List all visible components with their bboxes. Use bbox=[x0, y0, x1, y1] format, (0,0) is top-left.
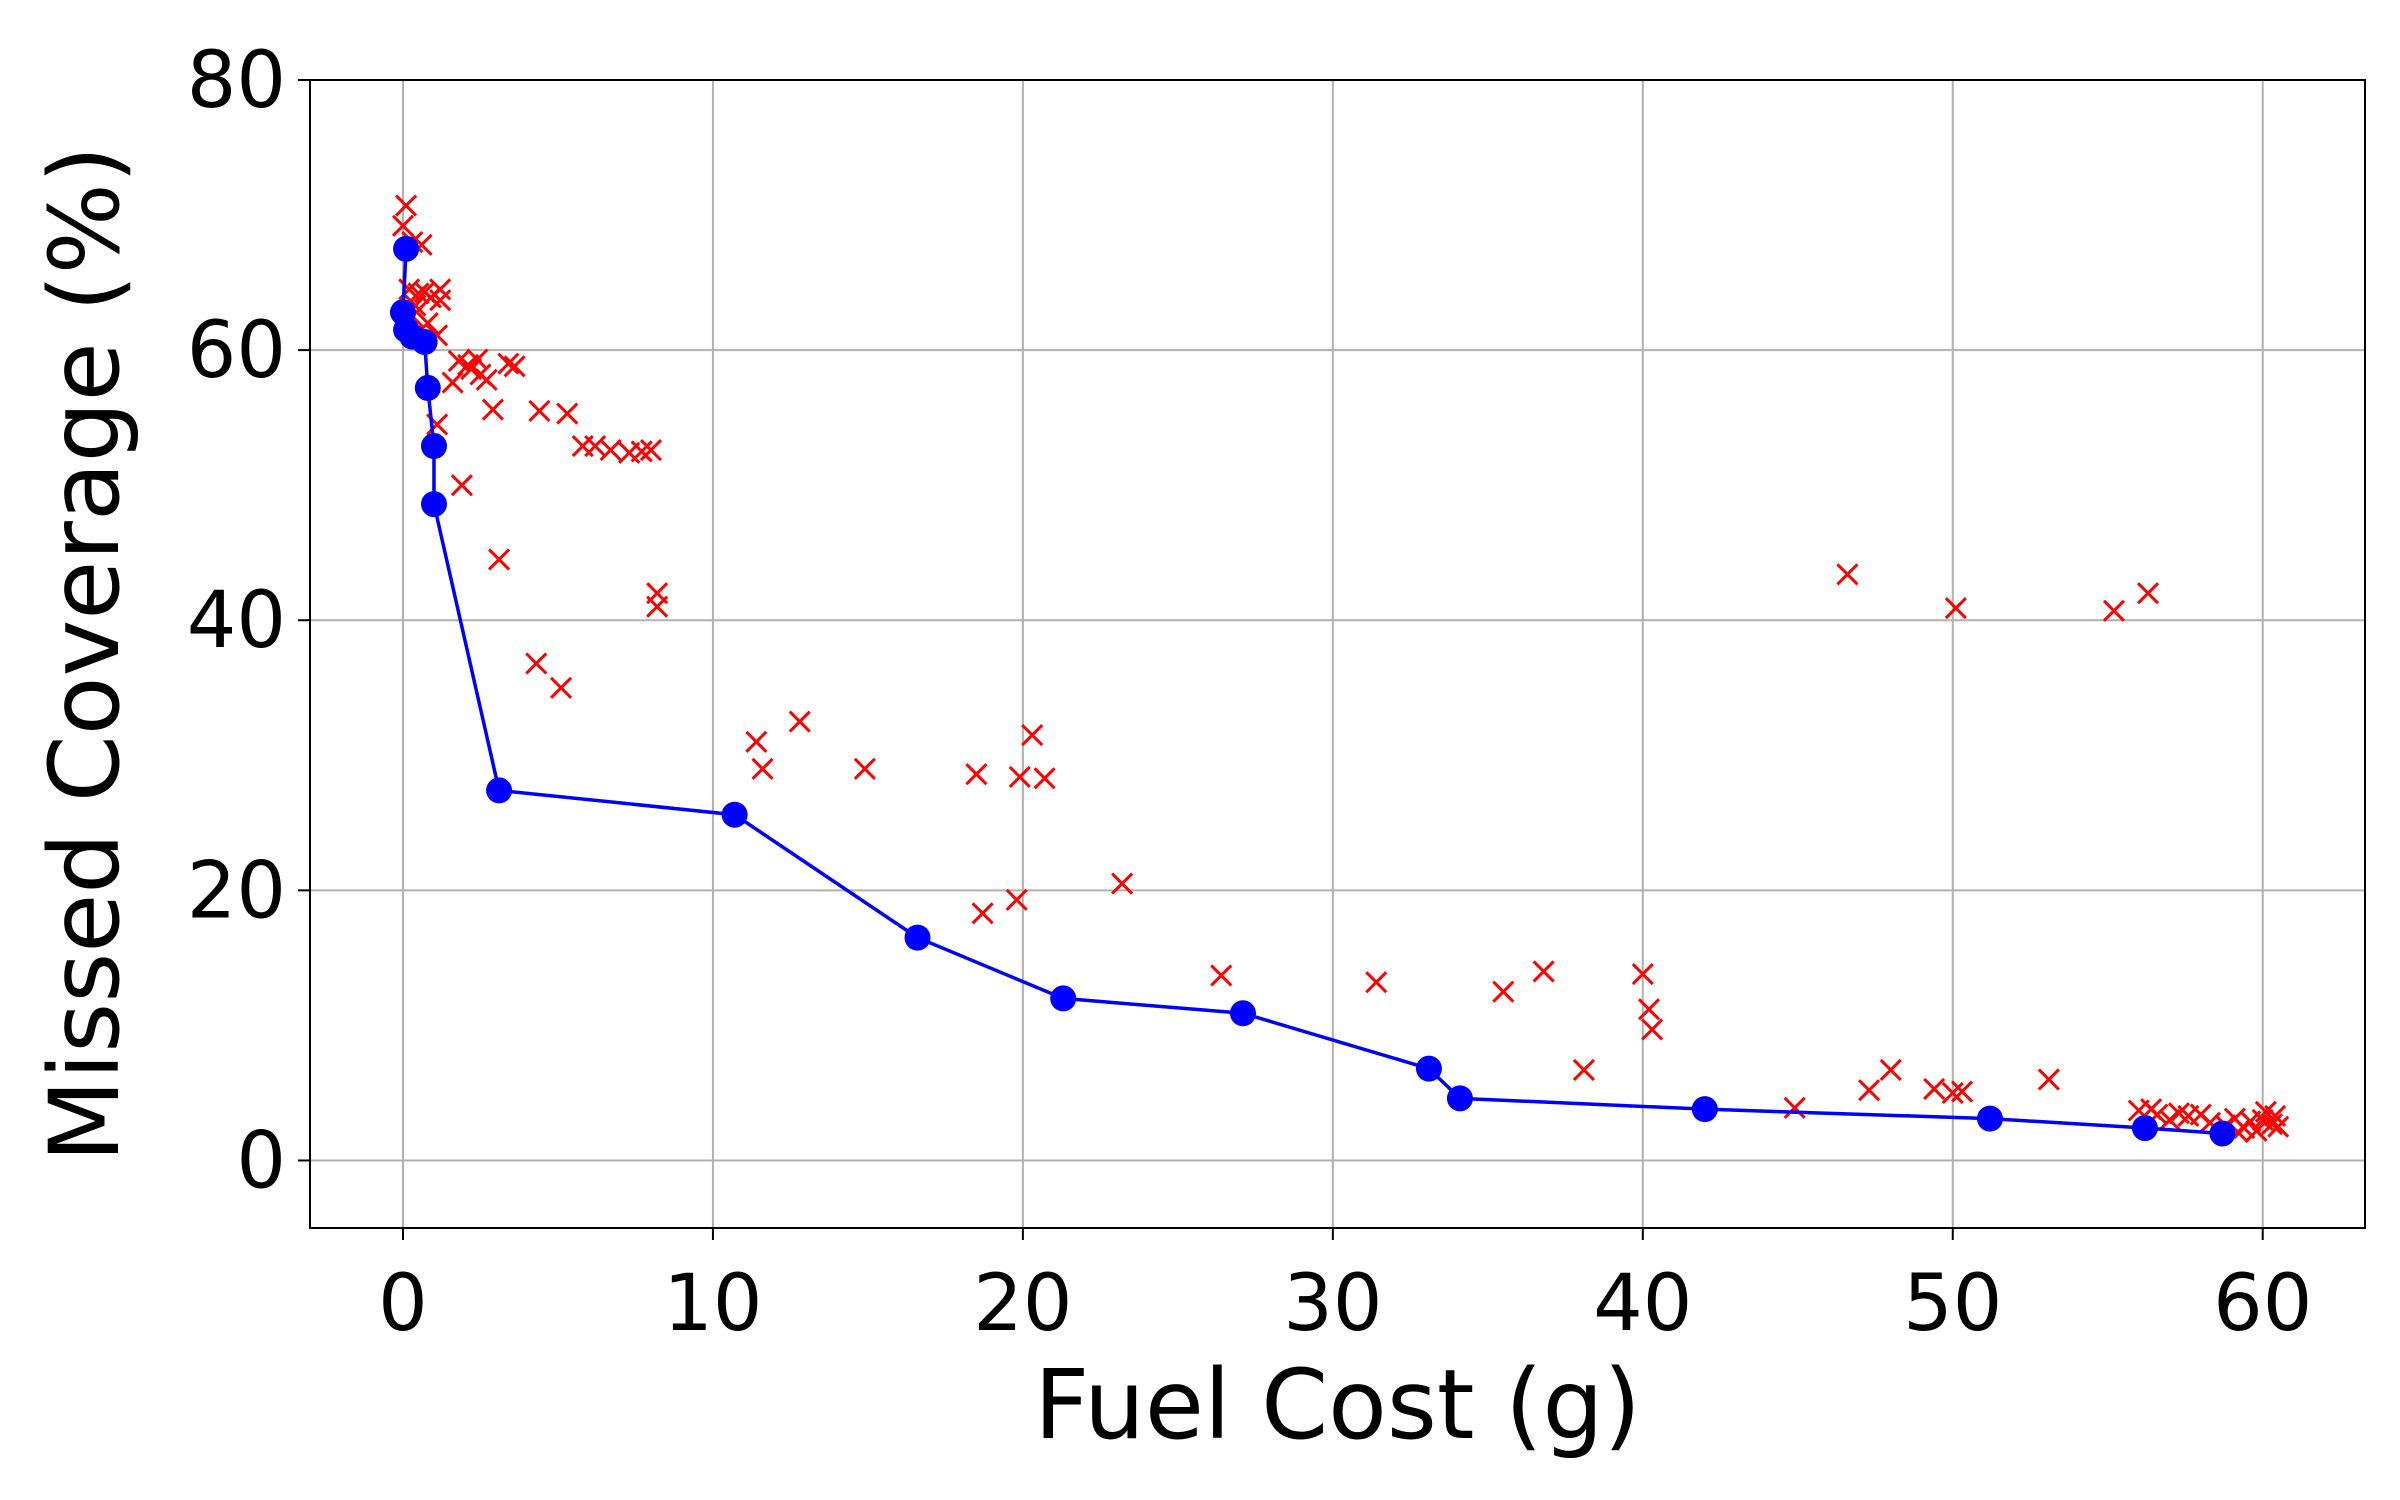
candidate-point bbox=[503, 355, 526, 378]
candidate-point bbox=[1008, 765, 1031, 788]
pareto-point bbox=[414, 374, 441, 401]
candidate-point bbox=[1492, 980, 1515, 1003]
candidate-point bbox=[1879, 1058, 1902, 1082]
pareto-point bbox=[1050, 985, 1077, 1012]
pareto-point bbox=[411, 329, 438, 356]
candidate-point bbox=[450, 474, 473, 497]
candidate-point bbox=[481, 398, 504, 421]
candidate-point bbox=[1111, 872, 1134, 895]
candidate-point bbox=[1005, 888, 1028, 911]
candidate-point bbox=[584, 434, 607, 458]
pareto-point bbox=[1691, 1096, 1718, 1123]
candidate-point bbox=[2158, 1108, 2181, 1132]
candidate-point bbox=[429, 289, 452, 312]
y-tick-label: 60 bbox=[187, 306, 286, 396]
candidate-point bbox=[488, 548, 511, 571]
candidate-point bbox=[550, 676, 573, 699]
pareto-point bbox=[393, 235, 420, 262]
candidate-point bbox=[497, 352, 520, 375]
x-tick-label: 30 bbox=[1283, 1259, 1382, 1349]
candidate-point bbox=[2267, 1115, 2290, 1138]
candidate-point bbox=[1365, 971, 1388, 994]
x-axis-label: Fuel Cost (g) bbox=[1034, 1349, 1641, 1461]
y-tick-label: 20 bbox=[187, 846, 286, 936]
candidate-point bbox=[1941, 1081, 1964, 1105]
pareto-point bbox=[1415, 1055, 1442, 1082]
candidate-point bbox=[639, 439, 663, 462]
candidate-point bbox=[441, 371, 464, 394]
candidate-point bbox=[1532, 960, 1555, 983]
axis-ticks: 0 10 20 30 40 50 60 0 20 40 60 80 bbox=[187, 36, 2313, 1349]
pareto-point bbox=[420, 433, 447, 460]
candidate-point bbox=[528, 399, 551, 422]
candidate-point bbox=[391, 214, 415, 237]
candidate-point bbox=[1783, 1096, 1806, 1119]
x-tick-label: 50 bbox=[1903, 1259, 2002, 1349]
candidate-point bbox=[1950, 1080, 1974, 1103]
pareto-point bbox=[904, 924, 931, 951]
candidate-point bbox=[2260, 1112, 2284, 1136]
x-tick-label: 20 bbox=[973, 1259, 1072, 1349]
candidate-point bbox=[2136, 582, 2160, 605]
candidate-point bbox=[1210, 964, 1233, 987]
candidate-point bbox=[1021, 723, 1044, 747]
pareto-front bbox=[389, 235, 2236, 1147]
pareto-point bbox=[420, 491, 447, 518]
y-axis-label: Missed Coverage (%) bbox=[29, 146, 141, 1163]
x-tick-label: 40 bbox=[1593, 1259, 1692, 1349]
candidate-point bbox=[751, 757, 774, 780]
candidate-points bbox=[391, 194, 2290, 1144]
candidate-point bbox=[1836, 563, 1859, 586]
candidate-point bbox=[599, 439, 622, 462]
pareto-point bbox=[1229, 1000, 1256, 1027]
candidate-point bbox=[2245, 1119, 2268, 1142]
pareto-point bbox=[486, 777, 513, 804]
pareto-point bbox=[721, 801, 748, 828]
candidate-point bbox=[525, 652, 548, 675]
x-tick-label: 0 bbox=[378, 1259, 428, 1349]
candidate-point bbox=[1923, 1077, 1946, 1100]
pareto-line bbox=[401, 248, 2223, 1136]
candidate-point bbox=[429, 278, 452, 301]
candidate-point bbox=[1858, 1079, 1881, 1102]
plot-frame bbox=[309, 79, 2366, 1229]
grid-lines bbox=[310, 79, 2365, 1228]
candidate-point bbox=[1641, 1018, 1664, 1041]
pareto-point bbox=[1976, 1105, 2003, 1132]
candidate-point bbox=[971, 902, 994, 925]
candidate-point bbox=[1631, 963, 1654, 986]
candidate-point bbox=[853, 757, 876, 780]
candidate-point bbox=[1033, 767, 1056, 790]
pareto-point bbox=[2209, 1120, 2236, 1147]
candidate-point bbox=[965, 763, 988, 786]
candidate-point bbox=[1944, 597, 1967, 620]
pareto-point bbox=[2131, 1115, 2158, 1142]
candidate-point bbox=[556, 402, 579, 425]
x-tick-label: 60 bbox=[2213, 1259, 2312, 1349]
candidate-point bbox=[745, 730, 768, 753]
candidate-point bbox=[646, 595, 669, 618]
candidate-point bbox=[2102, 599, 2126, 622]
candidate-point bbox=[2037, 1068, 2060, 1091]
y-tick-label: 0 bbox=[236, 1116, 286, 1206]
candidate-point bbox=[630, 440, 653, 463]
candidate-point bbox=[1572, 1058, 1595, 1082]
candidate-point bbox=[395, 194, 418, 217]
candidate-point bbox=[475, 368, 498, 391]
candidate-point bbox=[1637, 998, 1661, 1021]
pareto-point bbox=[1446, 1085, 1473, 1112]
y-tick-label: 80 bbox=[187, 36, 286, 126]
y-tick-label: 40 bbox=[187, 576, 286, 666]
candidate-point bbox=[788, 710, 811, 733]
x-tick-label: 10 bbox=[663, 1259, 762, 1349]
